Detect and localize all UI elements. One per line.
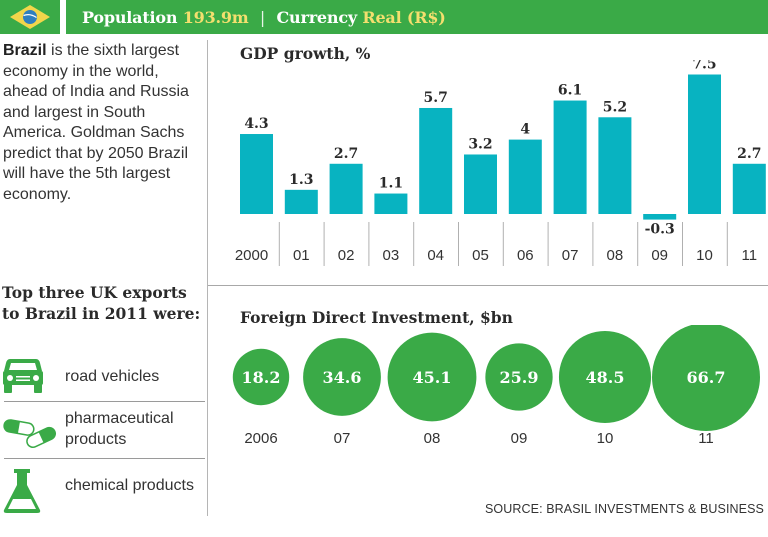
fdi-year-label: 11 — [698, 430, 714, 447]
gdp-bar — [419, 107, 453, 214]
gdp-year-label: 11 — [742, 247, 758, 264]
fdi-bubble — [652, 325, 760, 431]
export-label: pharmaceutical products — [65, 410, 174, 448]
fdi-value-label: 48.5 — [586, 368, 625, 387]
export-item-pharmaceutical: pharmaceutical products — [0, 403, 205, 457]
gdp-bar — [732, 163, 766, 214]
fdi-bubble — [232, 348, 290, 406]
gdp-value-label: 5.7 — [424, 90, 448, 106]
intro-bold-lead: Brazil — [3, 42, 47, 59]
population-label: Population — [82, 7, 178, 27]
export-label: chemical products — [65, 477, 194, 494]
fdi-value-label: 34.6 — [323, 368, 362, 387]
gdp-value-label: 2.7 — [334, 146, 358, 162]
gdp-bar — [598, 117, 632, 214]
gdp-year-label: 08 — [607, 247, 624, 264]
source-note: SOURCE: BRASIL INVESTMENTS & BUSINESS — [485, 502, 764, 516]
export-item-road-vehicles: road vehicles — [0, 356, 205, 400]
fdi-bubble-chart: 18.2 2006 34.6 07 45.1 08 25.9 09 48.5 10 66.7 11 — [232, 325, 760, 447]
gdp-year-label: 05 — [472, 247, 489, 264]
gdp-year-label: 01 — [293, 247, 310, 264]
gdp-bar — [374, 193, 408, 214]
gdp-value-label: 6.1 — [558, 83, 582, 99]
fdi-value-label: 25.9 — [500, 368, 539, 387]
export-item-chemical: chemical products — [0, 460, 205, 518]
flag-box — [0, 0, 60, 34]
gdp-value-label: -0.3 — [645, 222, 675, 238]
gdp-bar — [508, 139, 542, 214]
currency-value: Real (R$) — [362, 7, 446, 27]
fdi-value-label: 18.2 — [242, 368, 281, 387]
gdp-bar — [284, 189, 318, 214]
gdp-value-label: 7.5 — [692, 60, 716, 73]
gdp-bar — [464, 154, 497, 214]
gdp-bar — [643, 214, 677, 220]
horizontal-divider — [208, 285, 768, 286]
fdi-value-label: 66.7 — [687, 368, 726, 387]
header-stats: Population 193.9m | Currency Real (R$) — [66, 8, 446, 27]
population-value: 193.9m — [182, 7, 249, 27]
gdp-bar — [688, 74, 721, 214]
export-divider — [4, 401, 205, 402]
exports-title: Top three UK exports to Brazil in 2011 w… — [2, 283, 201, 323]
fdi-year-label: 09 — [511, 430, 528, 447]
gdp-year-label: 07 — [562, 247, 579, 264]
gdp-value-label: 2.7 — [737, 146, 761, 162]
gdp-value-label: 5.2 — [603, 99, 627, 115]
fdi-year-label: 08 — [424, 430, 441, 447]
export-label: road vehicles — [65, 368, 160, 385]
gdp-year-label: 09 — [651, 247, 668, 264]
header-bar: Population 193.9m | Currency Real (R$) — [66, 0, 768, 34]
fdi-chart-title: Foreign Direct Investment, $bn — [240, 308, 513, 327]
gdp-value-label: 1.3 — [289, 172, 313, 188]
intro-text: is the sixth largest economy in the worl… — [3, 42, 189, 203]
gdp-bar-chart: 4.3 2000 1.3 01 2.7 02 1.1 03 5.7 04 3.2 05 4 06 6.1 07… — [235, 60, 766, 266]
fdi-year-label: 2006 — [244, 430, 277, 447]
vertical-divider — [207, 40, 208, 516]
gdp-year-label: 06 — [517, 247, 534, 264]
gdp-year-label: 03 — [383, 247, 400, 264]
gdp-year-label: 04 — [427, 247, 444, 264]
intro-paragraph: Brazil is the sixth largest economy in t… — [3, 41, 203, 205]
currency-label: Currency — [276, 7, 358, 27]
fdi-bubble — [485, 343, 553, 411]
car-icon — [2, 357, 44, 400]
gdp-value-label: 1.1 — [379, 176, 403, 192]
gdp-bar — [553, 100, 587, 214]
gdp-bar — [240, 134, 273, 214]
pill-capsules-icon — [2, 417, 58, 454]
gdp-chart-title: GDP growth, % — [240, 44, 371, 63]
gdp-year-label: 10 — [696, 247, 713, 264]
fdi-year-label: 10 — [597, 430, 614, 447]
header-separator: | — [259, 7, 266, 27]
fdi-year-label: 07 — [334, 430, 351, 447]
gdp-year-label: 2000 — [235, 247, 268, 264]
gdp-bar — [329, 163, 363, 214]
fdi-bubble — [558, 330, 652, 424]
export-divider — [4, 458, 205, 459]
gdp-year-label: 02 — [338, 247, 355, 264]
gdp-value-label: 3.2 — [468, 136, 492, 152]
fdi-bubble — [387, 332, 477, 422]
brazil-flag-icon — [10, 5, 50, 29]
gdp-value-label: 4 — [520, 122, 530, 138]
flask-icon — [2, 468, 42, 519]
fdi-value-label: 45.1 — [413, 368, 452, 387]
fdi-bubble — [303, 338, 381, 416]
gdp-value-label: 4.3 — [244, 116, 268, 132]
